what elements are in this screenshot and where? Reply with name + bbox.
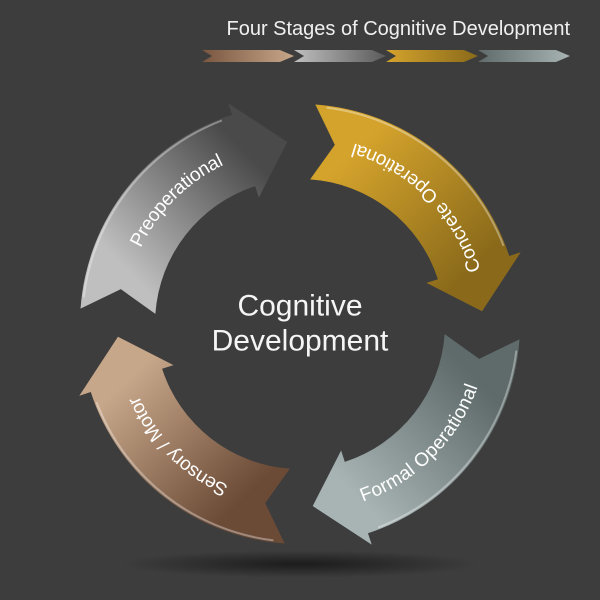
cycle-segment-0: [79, 337, 290, 544]
cycle-segment-2: [310, 105, 521, 312]
cycle-segment-3: [313, 334, 520, 545]
diagram-title: Four Stages of Cognitive Development: [202, 18, 570, 41]
legend-arrows: [202, 47, 570, 65]
center-line1: Cognitive: [212, 290, 389, 325]
drop-shadow: [120, 550, 480, 578]
cycle-segment-1: [81, 103, 288, 314]
center-line2: Development: [212, 324, 389, 359]
header: Four Stages of Cognitive Development: [202, 18, 570, 65]
legend-arrow-svg: [202, 47, 570, 65]
cycle-wheel: Sensory / MotorPreoperationalConcrete Op…: [70, 94, 530, 554]
center-label: Cognitive Development: [212, 290, 389, 359]
